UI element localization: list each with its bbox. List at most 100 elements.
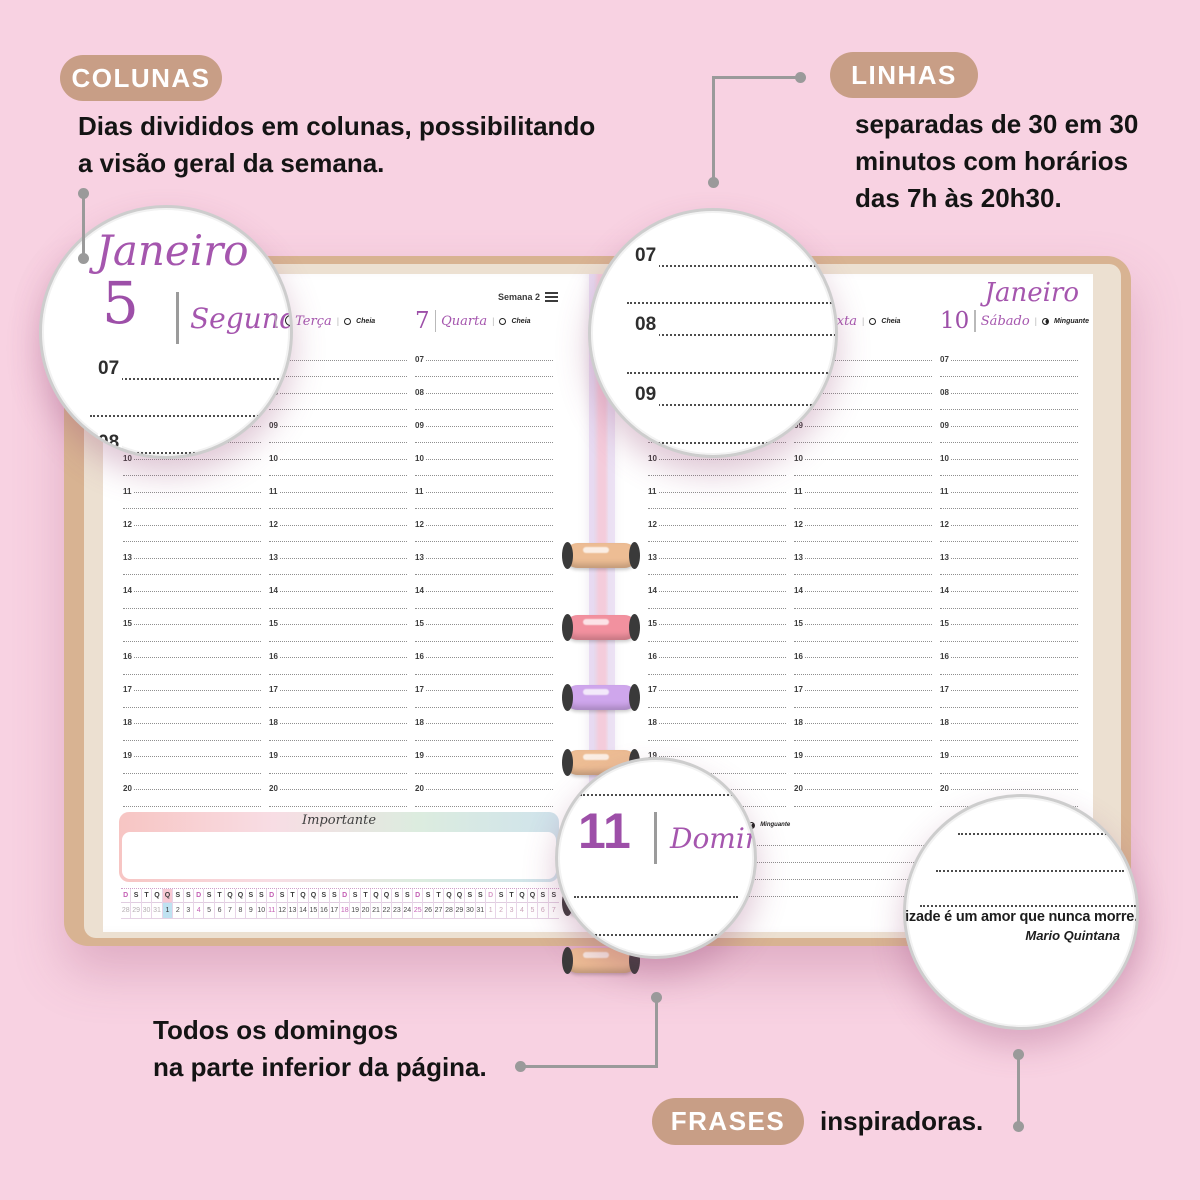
hour-label: 08 [940, 387, 951, 397]
half-hour-row [648, 594, 786, 611]
hour-line [635, 334, 835, 336]
half-hour-row [123, 462, 261, 479]
hour-label: 09 [635, 384, 660, 406]
hour-label: 19 [794, 751, 805, 761]
hour-label: 20 [940, 784, 951, 794]
hour-dotted-line [123, 789, 261, 791]
sunday-dotted-line [648, 845, 1078, 846]
calendar-cell: S 10 [256, 889, 267, 918]
frases-connector-dot-bottom [1013, 1121, 1024, 1132]
calendar-cell: S 30 [465, 889, 476, 918]
hour-line [635, 265, 835, 267]
half-hour-row [940, 660, 1078, 677]
calendar-day-number: 20 [361, 907, 370, 914]
half-hour-row [648, 495, 786, 512]
half-hour-dotted-line [940, 706, 1078, 708]
calendar-day-number: 7 [551, 907, 556, 914]
weekday-letter: S [548, 889, 559, 903]
weekday-letter: S [183, 889, 193, 903]
sunday-moon-label: Minguante [760, 822, 791, 828]
half-hour-row [269, 693, 407, 710]
hour-row: 19 [648, 743, 786, 761]
weekday-letter: S [173, 889, 183, 903]
hour-dotted-line [415, 590, 553, 592]
hour-row: 08 [269, 379, 407, 397]
hour-row: 19 [123, 743, 261, 761]
half-hour-dotted-line [123, 508, 261, 510]
day-number: 10 [940, 307, 970, 334]
half-hour-row [269, 396, 407, 413]
calendar-cell: S 17 [329, 889, 340, 918]
hour-row: 17 [794, 677, 932, 695]
menu-icon [545, 290, 558, 304]
calendar-cell: T 27 [433, 889, 445, 918]
calendar-day-number: 5 [530, 907, 535, 914]
hour-dotted-line [794, 789, 932, 791]
hour-dotted-line [794, 359, 932, 361]
hour-row: 13 [940, 544, 1078, 562]
hour-dotted-line [269, 690, 407, 692]
hour-row: 20 [415, 776, 553, 794]
disc-highlight [583, 547, 609, 553]
hour-row: 17 [123, 677, 261, 695]
colunas-badge-label: COLUNAS [71, 62, 211, 93]
hour-label: 11 [940, 486, 951, 496]
calendar-day-number: 30 [465, 907, 474, 914]
half-hour-row [123, 660, 261, 677]
hour-row: 15 [123, 611, 261, 629]
important-notes-area [122, 832, 556, 879]
half-hour-row [415, 528, 553, 545]
half-hour-dotted-line [940, 508, 1078, 510]
weekday-letter: Q [308, 889, 319, 903]
calendar-cell: Q 14 [298, 889, 309, 918]
calendar-day-number: 21 [372, 907, 380, 914]
full-moon-icon [869, 317, 877, 325]
waning-moon-icon [1042, 317, 1050, 325]
half-hour-line [627, 302, 835, 304]
calendar-day-number: 29 [455, 907, 464, 914]
disc-highlight [583, 619, 609, 625]
hour-row: 08 [415, 379, 553, 397]
hour-row: 10 [648, 445, 786, 463]
hour-label: 09 [794, 420, 805, 430]
hour-dotted-line [123, 458, 261, 460]
half-hour-dotted-line [794, 442, 932, 444]
hour-label: 12 [269, 519, 280, 529]
hour-dotted-line [123, 590, 261, 592]
hour-row: 10 [940, 445, 1078, 463]
hour-dotted-line [940, 789, 1078, 791]
half-hour-row [648, 759, 786, 776]
half-hour-dotted-line [794, 508, 932, 510]
hour-row: 19 [269, 743, 407, 761]
hour-row: 20 [940, 776, 1078, 794]
linhas-connector-dot-bottom [708, 177, 719, 188]
hour-dotted-line [415, 756, 553, 758]
calendar-cell: D 28 [121, 889, 132, 918]
colunas-description: Dias divididos em colunas, possibilitand… [78, 108, 595, 182]
hour-dotted-line [269, 723, 407, 725]
calendar-cell: D 11 [267, 889, 278, 918]
hour-dotted-line [269, 624, 407, 626]
hour-dotted-line [415, 491, 553, 493]
calendar-day-number: 19 [351, 907, 360, 914]
hour-row: 14 [269, 577, 407, 595]
half-hour-dotted-line [415, 442, 553, 444]
hour-row: 12 [123, 511, 261, 529]
hour-dotted-line [940, 458, 1078, 460]
hour-row: 10 [415, 445, 553, 463]
hour-dotted-line [415, 524, 553, 526]
calendar-day-number: 11 [268, 907, 276, 914]
hour-row: 10 [794, 445, 932, 463]
calendar-day-number: 29 [132, 907, 141, 914]
frases-connector-line [1017, 1054, 1020, 1127]
frases-description: inspiradoras. [820, 1103, 983, 1140]
domingos-description-line2: na parte inferior da página. [153, 1052, 487, 1082]
half-hour-row [794, 528, 932, 545]
half-hour-dotted-line [269, 409, 407, 411]
half-hour-dotted-line [940, 442, 1078, 444]
half-hour-row [940, 693, 1078, 710]
full-moon-icon [285, 315, 290, 326]
hour-dotted-line [648, 756, 786, 758]
half-hour-row [648, 660, 786, 677]
